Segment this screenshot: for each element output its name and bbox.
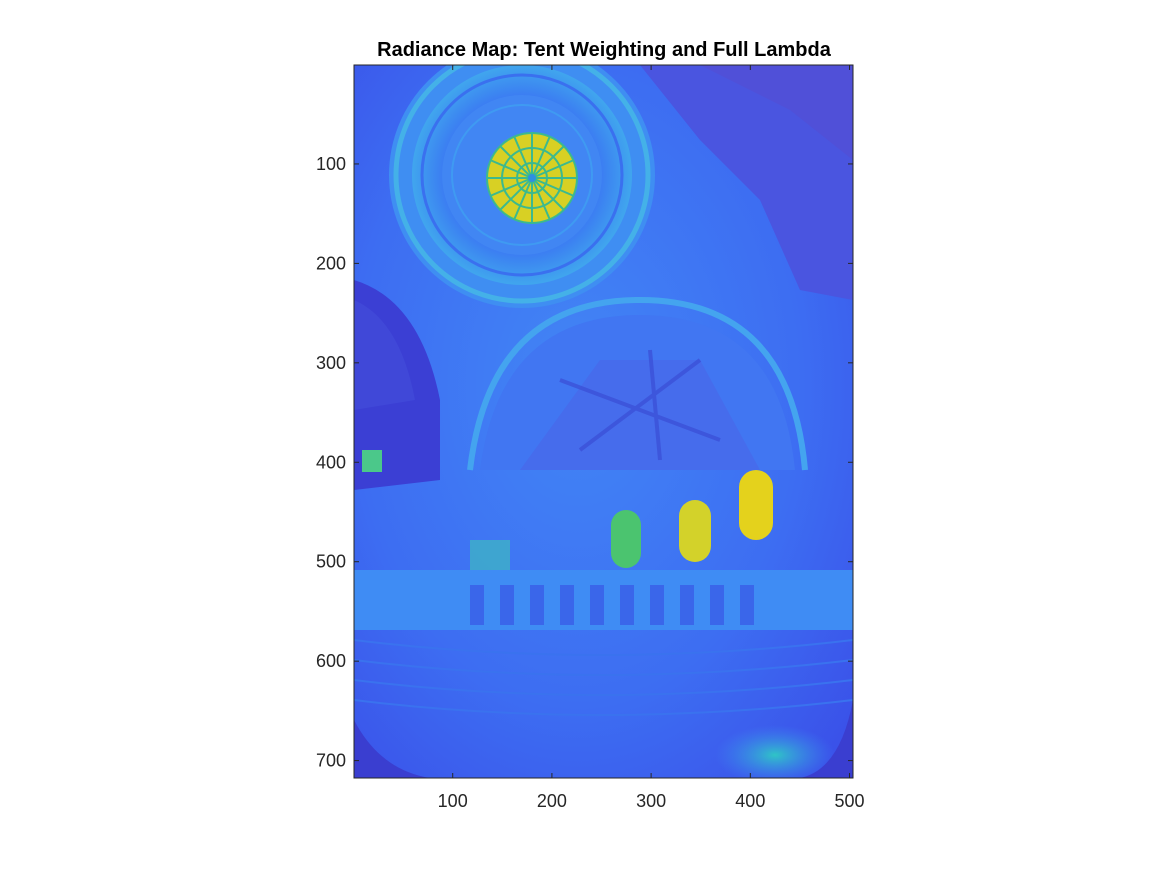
- x-tick-label: 300: [636, 791, 666, 811]
- x-tick-labels: 100 200 300 400 500: [438, 791, 865, 811]
- x-tick-label: 200: [537, 791, 567, 811]
- y-tick-labels: 100 200 300 400 500 600 700: [316, 154, 346, 771]
- radiance-map-image: [354, 65, 853, 778]
- y-tick-label: 600: [316, 651, 346, 671]
- x-tick-label: 100: [438, 791, 468, 811]
- tick-marks: [354, 65, 853, 778]
- axes-box: [353, 64, 854, 779]
- chart-title: Radiance Map: Tent Weighting and Full La…: [377, 39, 832, 61]
- x-tick-label: 400: [735, 791, 765, 811]
- y-tick-label: 700: [316, 751, 346, 771]
- y-tick-label: 300: [316, 353, 346, 373]
- y-tick-label: 400: [316, 452, 346, 472]
- x-tick-label: 500: [835, 791, 865, 811]
- y-tick-label: 500: [316, 552, 346, 572]
- y-tick-label: 200: [316, 253, 346, 273]
- y-tick-label: 100: [316, 154, 346, 174]
